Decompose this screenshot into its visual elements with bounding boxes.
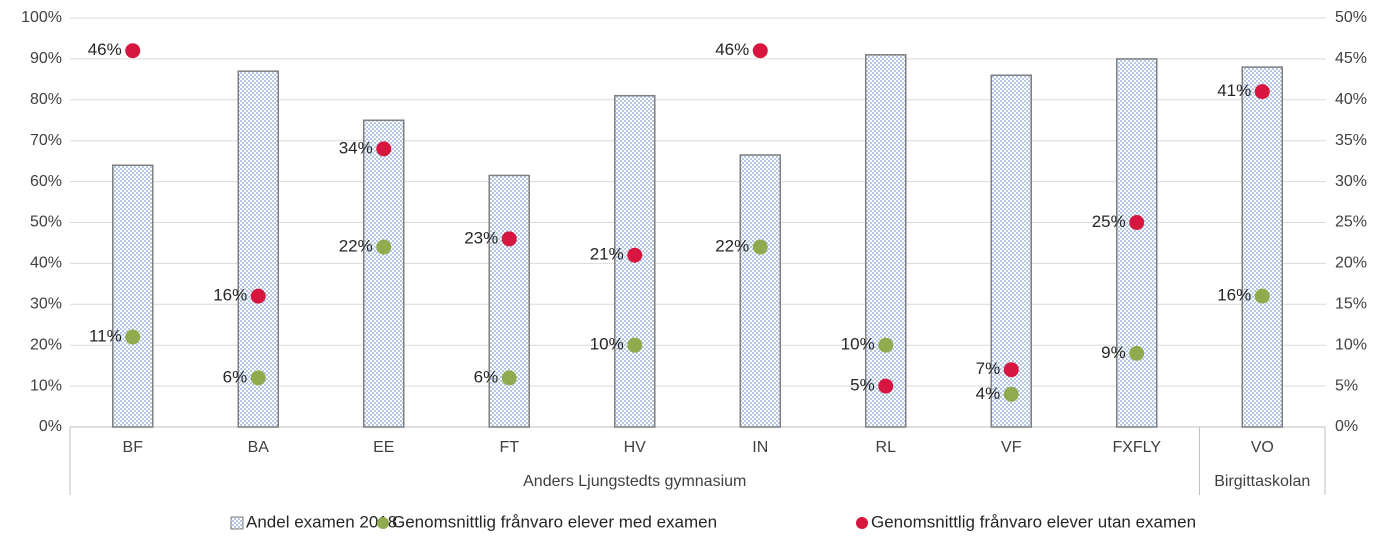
data-label: 46% xyxy=(715,40,749,59)
y-tick-label: 50% xyxy=(30,214,62,231)
data-label: 4% xyxy=(976,384,1001,403)
legend-swatch xyxy=(230,516,244,530)
y2-tick-label: 5% xyxy=(1335,377,1358,394)
dot xyxy=(376,239,392,255)
x-tick-label: EE xyxy=(373,439,394,456)
data-label: 16% xyxy=(213,286,247,305)
data-label: 9% xyxy=(1101,343,1126,362)
dot xyxy=(1254,84,1270,100)
bar xyxy=(112,164,154,428)
dot xyxy=(250,288,266,304)
x-tick-label: BA xyxy=(248,439,270,456)
data-label: 22% xyxy=(339,237,373,256)
dot xyxy=(125,329,141,345)
group-label: Anders Ljungstedts gymnasium xyxy=(523,473,746,490)
legend-label: Genomsnittlig frånvaro elever utan exame… xyxy=(871,512,1196,531)
y2-tick-label: 10% xyxy=(1335,336,1367,353)
dot xyxy=(1129,345,1145,361)
y-tick-label: 0% xyxy=(39,418,62,435)
bar xyxy=(865,54,907,428)
y2-tick-label: 35% xyxy=(1335,132,1367,149)
dot xyxy=(1254,288,1270,304)
legend-label: Genomsnittlig frånvaro elever med examen xyxy=(392,512,717,531)
data-label: 10% xyxy=(841,335,875,354)
bar xyxy=(237,70,279,428)
dot xyxy=(752,239,768,255)
y2-tick-label: 15% xyxy=(1335,296,1367,313)
x-tick-label: RL xyxy=(876,439,897,456)
y-tick-label: 40% xyxy=(30,255,62,272)
y2-tick-label: 25% xyxy=(1335,214,1367,231)
data-label: 41% xyxy=(1217,81,1251,100)
dot xyxy=(752,43,768,59)
legend-label: Andel examen 2018 xyxy=(246,512,397,531)
bar xyxy=(363,119,405,428)
x-tick-label: VF xyxy=(1001,439,1022,456)
dot xyxy=(627,337,643,353)
legend-swatch xyxy=(377,517,389,529)
y-tick-label: 60% xyxy=(30,173,62,190)
bar xyxy=(614,94,656,428)
bar xyxy=(1241,66,1283,428)
legend-swatch xyxy=(856,517,868,529)
y-tick-label: 80% xyxy=(30,91,62,108)
y2-tick-label: 50% xyxy=(1335,9,1367,26)
y-tick-label: 90% xyxy=(30,50,62,67)
x-tick-label: HV xyxy=(624,439,647,456)
bar xyxy=(488,174,530,428)
y-tick-label: 30% xyxy=(30,296,62,313)
data-label: 6% xyxy=(474,367,499,386)
data-label: 34% xyxy=(339,138,373,157)
x-tick-label: FXFLY xyxy=(1112,439,1161,456)
y2-tick-label: 20% xyxy=(1335,255,1367,272)
dot xyxy=(878,378,894,394)
data-label: 21% xyxy=(590,245,624,264)
y2-tick-label: 40% xyxy=(1335,91,1367,108)
data-label: 46% xyxy=(88,40,122,59)
dot xyxy=(376,141,392,157)
y-tick-label: 100% xyxy=(21,9,62,26)
data-label: 5% xyxy=(850,376,875,395)
dot xyxy=(627,247,643,263)
dot xyxy=(125,43,141,59)
dot xyxy=(250,370,266,386)
data-label: 23% xyxy=(464,228,498,247)
x-tick-label: BF xyxy=(123,439,144,456)
data-label: 6% xyxy=(223,367,248,386)
dot xyxy=(501,231,517,247)
dot xyxy=(1003,362,1019,378)
x-tick-label: FT xyxy=(499,439,519,456)
data-label: 10% xyxy=(590,335,624,354)
bar xyxy=(739,154,781,428)
x-tick-label: IN xyxy=(752,439,768,456)
y2-tick-label: 30% xyxy=(1335,173,1367,190)
data-label: 11% xyxy=(89,327,122,346)
data-label: 22% xyxy=(715,237,749,256)
data-label: 7% xyxy=(976,359,1001,378)
dot xyxy=(878,337,894,353)
x-tick-label: VO xyxy=(1251,439,1274,456)
data-label: 25% xyxy=(1092,212,1126,231)
y2-tick-label: 0% xyxy=(1335,418,1358,435)
dot xyxy=(1129,215,1145,230)
y-tick-label: 20% xyxy=(30,336,62,353)
bar xyxy=(1116,58,1158,428)
dot xyxy=(501,370,517,386)
y-tick-label: 70% xyxy=(30,132,62,149)
y-tick-label: 10% xyxy=(30,377,62,394)
group-label: Birgittaskolan xyxy=(1214,473,1310,490)
data-label: 16% xyxy=(1217,286,1251,305)
dot xyxy=(1003,386,1019,402)
y2-tick-label: 45% xyxy=(1335,50,1367,67)
